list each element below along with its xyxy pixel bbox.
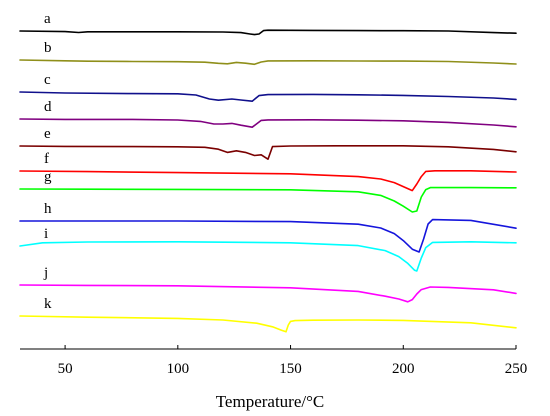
curve-label-i: i bbox=[44, 226, 48, 242]
x-tick-label-100: 100 bbox=[167, 361, 190, 377]
x-axis-title: Temperature/°C bbox=[216, 392, 325, 411]
curve-c bbox=[19, 91, 517, 102]
curve-label-b: b bbox=[44, 40, 52, 56]
curve-label-h: h bbox=[44, 201, 52, 217]
x-tick-label-150: 150 bbox=[279, 361, 302, 377]
curve-label-d: d bbox=[44, 99, 52, 115]
curve-e bbox=[19, 145, 517, 160]
x-tick-label-200: 200 bbox=[392, 361, 415, 377]
curve-b bbox=[19, 59, 517, 66]
curve-d bbox=[19, 118, 517, 128]
curve-label-a: a bbox=[44, 11, 51, 27]
curve-label-k: k bbox=[44, 296, 52, 312]
curve-label-g: g bbox=[44, 169, 52, 185]
curve-a bbox=[19, 29, 517, 36]
curves-layer bbox=[19, 29, 517, 333]
curve-j bbox=[19, 284, 517, 303]
curve-k bbox=[19, 315, 517, 333]
curve-label-c: c bbox=[44, 72, 51, 88]
curve-label-e: e bbox=[44, 126, 51, 142]
curve-label-f: f bbox=[44, 151, 49, 167]
curve-g bbox=[19, 186, 517, 213]
curve-label-j: j bbox=[43, 265, 48, 281]
x-tick-label-250: 250 bbox=[505, 361, 528, 377]
x-ticks-layer: 50 100 150 200 250 bbox=[58, 345, 528, 377]
curve-h bbox=[19, 218, 517, 253]
curve-f bbox=[19, 170, 517, 192]
curve-i bbox=[19, 241, 517, 272]
x-tick-label-50: 50 bbox=[58, 361, 73, 377]
